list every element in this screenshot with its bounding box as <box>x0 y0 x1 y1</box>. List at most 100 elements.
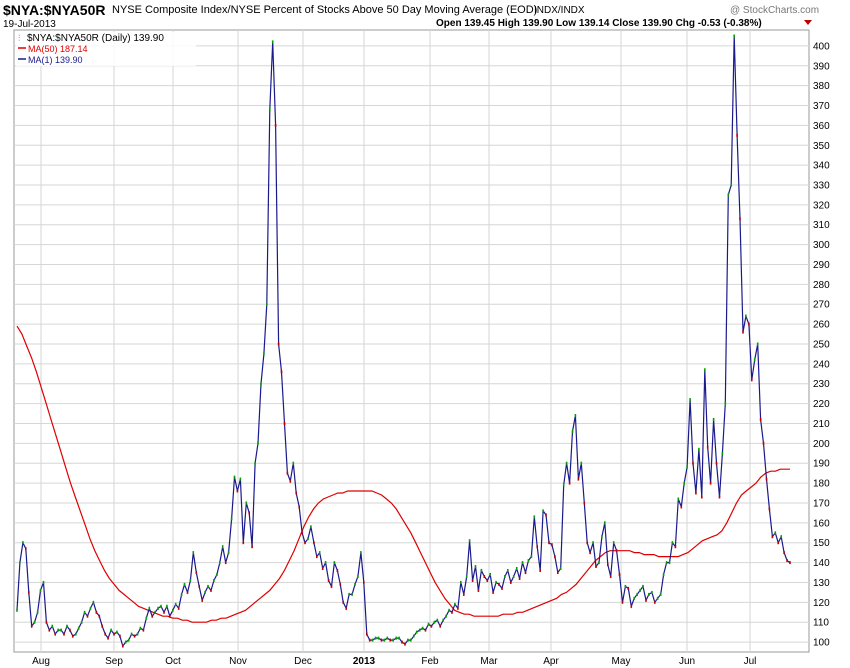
price-point <box>286 471 289 475</box>
y-tick-label: 130 <box>813 578 830 589</box>
x-tick-label: Dec <box>294 656 312 667</box>
price-point <box>224 561 227 565</box>
price-point <box>545 513 547 517</box>
price-point <box>242 541 245 545</box>
price-point <box>630 604 633 608</box>
price-point <box>401 640 403 644</box>
price-point <box>266 302 268 306</box>
price-point <box>771 535 774 539</box>
price-point <box>689 398 691 402</box>
price-point <box>119 634 121 638</box>
price-point <box>504 575 506 578</box>
series-ma50-line <box>16 325 790 623</box>
price-point <box>366 632 368 636</box>
price-point <box>277 342 280 346</box>
y-tick-label: 280 <box>813 280 830 291</box>
price-point <box>739 217 741 221</box>
price-point <box>271 40 274 44</box>
price-point <box>542 509 544 513</box>
price-point <box>577 477 580 481</box>
price-point <box>512 575 515 578</box>
y-tick-label: 160 <box>813 518 830 529</box>
price-point <box>786 559 788 563</box>
price-point <box>742 330 744 334</box>
price-point <box>589 551 591 555</box>
y-tick-label: 120 <box>813 598 830 609</box>
y-tick-label: 370 <box>813 101 830 112</box>
price-point <box>92 600 95 604</box>
y-tick-label: 100 <box>813 638 830 649</box>
price-point <box>363 580 365 584</box>
price-point <box>227 551 230 555</box>
price-point <box>533 515 536 519</box>
y-tick-label: 260 <box>813 320 830 331</box>
grid <box>14 30 809 652</box>
price-point <box>557 571 559 574</box>
price-point <box>430 624 433 628</box>
y-tick-label: 110 <box>813 618 829 629</box>
price-point <box>219 561 221 565</box>
price-point <box>172 608 174 612</box>
price-point <box>230 517 233 521</box>
price-point <box>248 511 250 515</box>
y-tick-label: 270 <box>813 300 830 311</box>
price-point <box>145 616 148 620</box>
price-point <box>357 575 359 578</box>
price-point <box>424 628 427 632</box>
price-point <box>539 569 541 572</box>
price-point <box>239 477 242 481</box>
price-point <box>292 461 295 465</box>
price-point <box>477 588 480 592</box>
y-tick-label: 400 <box>813 41 830 52</box>
price-point <box>704 368 706 372</box>
price-point <box>83 610 86 614</box>
price-point <box>392 638 394 642</box>
price-point <box>692 461 694 465</box>
price-point <box>604 521 606 525</box>
price-point <box>151 614 153 618</box>
price-point <box>753 358 756 362</box>
price-point <box>442 618 444 622</box>
price-point <box>51 624 54 628</box>
plot-area <box>13 29 810 653</box>
price-point <box>333 561 336 565</box>
y-tick-label: 390 <box>813 61 830 72</box>
price-point <box>163 610 165 614</box>
price-point <box>427 622 430 626</box>
x-tick-label: Oct <box>165 656 181 667</box>
price-point <box>260 382 262 386</box>
price-point <box>166 604 168 608</box>
price-point <box>198 584 200 588</box>
price-point <box>19 561 21 565</box>
price-point <box>698 447 700 451</box>
price-point <box>454 602 456 606</box>
price-point <box>377 636 380 640</box>
y-tick-label: 190 <box>813 459 830 470</box>
x-tick-label: 2013 <box>353 656 376 667</box>
price-point <box>160 604 162 608</box>
price-point <box>471 579 474 582</box>
price-point <box>30 624 33 628</box>
price-point <box>439 624 441 628</box>
price-point <box>57 628 59 632</box>
price-point <box>48 628 51 632</box>
price-point <box>36 610 39 614</box>
x-tick-label: Mar <box>480 656 498 667</box>
price-point <box>680 505 683 509</box>
price-point <box>686 465 688 469</box>
x-tick-label: Feb <box>421 656 439 667</box>
price-point <box>762 441 765 445</box>
price-point <box>721 451 724 455</box>
price-point <box>745 314 747 318</box>
price-point <box>612 541 615 545</box>
price-point <box>524 571 527 574</box>
price-point <box>718 495 721 499</box>
y-tick-label: 230 <box>813 379 830 390</box>
price-point <box>730 183 732 187</box>
x-tick-label: May <box>612 656 631 667</box>
price-point <box>310 525 312 529</box>
price-point <box>110 628 112 632</box>
chart-symbol: $NYA:$NYA50R <box>3 2 106 18</box>
change-down-icon <box>804 20 812 25</box>
price-point <box>654 600 656 604</box>
